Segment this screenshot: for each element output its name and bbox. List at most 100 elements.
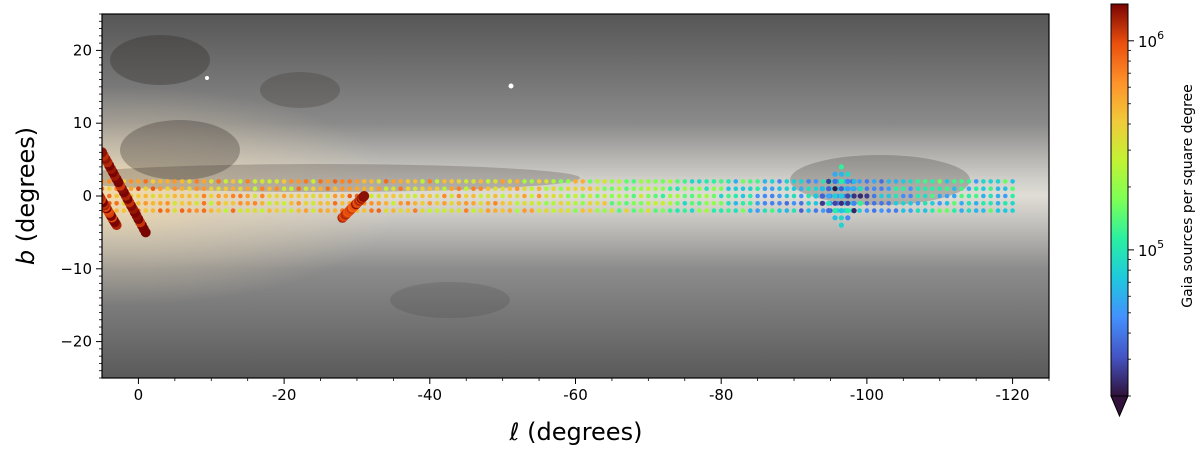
survey-point (762, 208, 768, 213)
survey-point (172, 208, 178, 213)
survey-point (733, 186, 739, 191)
survey-point (580, 193, 586, 199)
survey-point (995, 208, 1001, 213)
survey-point (901, 179, 906, 184)
survey-point (383, 186, 389, 191)
survey-point (838, 164, 845, 170)
survey-point (230, 201, 236, 206)
survey-point (296, 186, 302, 191)
survey-point (434, 186, 440, 191)
survey-point (930, 186, 935, 191)
survey-point (187, 208, 192, 213)
survey-point (595, 179, 600, 184)
survey-point (1010, 208, 1015, 213)
survey-point (638, 208, 644, 213)
survey-point (136, 201, 141, 206)
survey-point (616, 179, 622, 184)
survey-point (573, 193, 578, 199)
survey-point (784, 179, 790, 184)
survey-point (748, 186, 753, 191)
survey-point (704, 208, 709, 213)
survey-point (784, 193, 790, 199)
survey-point (973, 201, 979, 206)
colorbar-extend-min (1110, 395, 1129, 418)
survey-point (296, 179, 302, 184)
survey-point (500, 186, 506, 191)
survey-point (238, 179, 243, 184)
survey-point (347, 186, 353, 191)
survey-point (507, 179, 513, 184)
survey-point (143, 201, 148, 206)
survey-point (631, 201, 637, 206)
survey-point (930, 193, 935, 199)
survey-point (791, 186, 797, 191)
survey-point (915, 179, 921, 184)
survey-point (981, 179, 986, 184)
survey-point (740, 201, 746, 206)
survey-point (826, 208, 832, 214)
survey-point (165, 179, 170, 184)
survey-point (303, 201, 309, 206)
survey-point (260, 186, 265, 191)
survey-point (806, 208, 811, 213)
strip-point (359, 191, 370, 201)
survey-point (704, 186, 709, 191)
survey-point (318, 208, 323, 213)
survey-point (274, 179, 280, 184)
survey-point (819, 193, 825, 199)
survey-point (915, 193, 921, 199)
survey-point (442, 186, 447, 191)
survey-point (136, 179, 141, 184)
survey-point (449, 186, 455, 191)
survey-point (332, 179, 338, 184)
survey-point (369, 186, 374, 191)
survey-point (937, 193, 942, 199)
survey-point (427, 193, 433, 199)
survey-point (369, 193, 374, 199)
survey-point (442, 208, 447, 213)
survey-point (558, 186, 564, 191)
survey-point (838, 186, 845, 192)
survey-point (838, 222, 845, 228)
survey-point (107, 193, 112, 199)
survey-point (209, 201, 214, 206)
colorbar-tick-label: 105 (1138, 238, 1164, 260)
survey-point (624, 179, 629, 184)
survey-point (216, 179, 221, 184)
survey-point (832, 208, 838, 214)
survey-point (558, 201, 564, 206)
survey-point (252, 179, 258, 184)
survey-point (667, 179, 673, 184)
survey-point (536, 193, 542, 199)
survey-point (799, 179, 804, 184)
survey-point (209, 186, 214, 191)
survey-point (944, 186, 950, 191)
survey-point (995, 179, 1001, 184)
survey-point (922, 208, 928, 213)
survey-point (274, 193, 280, 199)
survey-point (209, 193, 214, 199)
survey-point (529, 186, 535, 191)
survey-point (995, 186, 1001, 191)
strip-point (102, 191, 103, 196)
survey-point (871, 208, 877, 213)
survey-point (799, 208, 804, 213)
survey-point (449, 208, 455, 213)
survey-point (871, 193, 877, 199)
survey-point (391, 208, 396, 213)
colorbar-tick-exponent: 5 (1157, 238, 1164, 251)
survey-point (838, 200, 845, 206)
survey-point (376, 179, 382, 184)
survey-point (791, 201, 797, 206)
survey-point (136, 186, 141, 191)
survey-point (587, 179, 593, 184)
survey-point (507, 208, 513, 213)
colorbar-tick-base: 10 (1138, 33, 1157, 51)
survey-point (973, 208, 979, 213)
survey-point (471, 208, 476, 213)
x-tick-label: -80 (709, 386, 734, 404)
survey-point (558, 193, 564, 199)
y-tick-label: 20 (73, 41, 92, 59)
survey-point (238, 186, 243, 191)
